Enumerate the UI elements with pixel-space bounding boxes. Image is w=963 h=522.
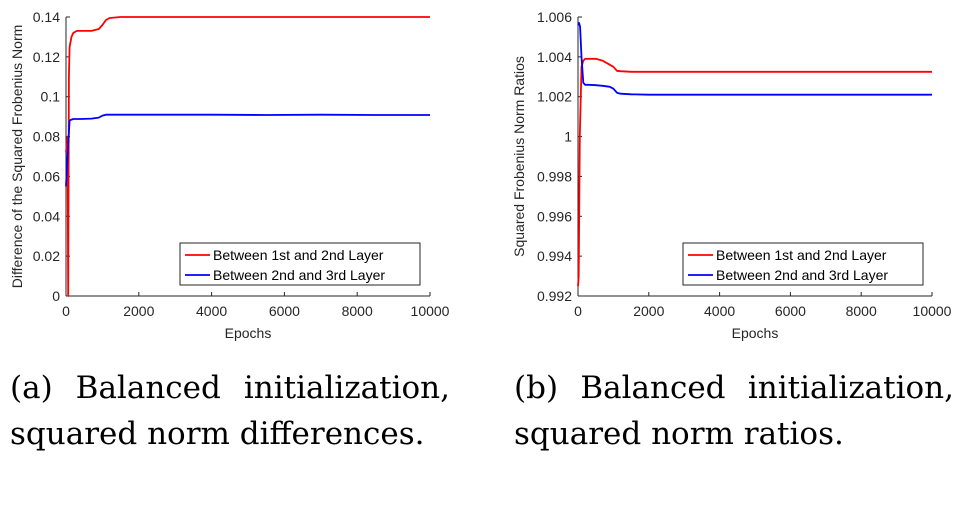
x-tick-label: 0 xyxy=(62,303,70,319)
legend-label-1: Between 1st and 2nd Layer xyxy=(213,247,384,263)
y-tick-label: 1.004 xyxy=(537,49,572,65)
legend-label-1: Between 1st and 2nd Layer xyxy=(716,247,887,263)
x-axis-label: Epochs xyxy=(225,325,272,341)
x-tick-label: 8000 xyxy=(846,303,877,319)
x-axis-label: Epochs xyxy=(732,325,779,341)
y-tick-label: 0.14 xyxy=(33,9,60,25)
y-tick-label: 1.006 xyxy=(537,9,572,25)
legend: Between 1st and 2nd Layer Between 2nd and… xyxy=(682,242,924,286)
x-tick-label: 6000 xyxy=(269,303,300,319)
caption-a: (a) Balanced initialization, squared nor… xyxy=(10,370,450,452)
y-tick-label: 0.996 xyxy=(537,208,572,224)
x-tick-label: 4000 xyxy=(196,303,227,319)
x-tick-label: 2000 xyxy=(633,303,664,319)
y-tick-label: 1.002 xyxy=(537,89,572,105)
y-axis-label: Difference of the Squared Frobenius Norm xyxy=(9,25,25,289)
x-tick-label: 2000 xyxy=(123,303,154,319)
y-tick-label: 0 xyxy=(52,288,60,304)
y-tick-label: 0.02 xyxy=(33,248,60,264)
x-tick-label: 10000 xyxy=(913,303,952,319)
y-tick-label: 0.998 xyxy=(537,168,572,184)
y-tick-label: 1 xyxy=(564,129,572,145)
legend-label-2: Between 2nd and 3rd Layer xyxy=(716,267,888,283)
y-tick-label: 0.994 xyxy=(537,248,572,264)
series-line-1 xyxy=(65,16,430,297)
y-tick-label: 0.04 xyxy=(33,208,60,224)
x-tick-label: 10000 xyxy=(411,303,450,319)
x-tick-label: 0 xyxy=(574,303,582,319)
y-tick-label: 0.1 xyxy=(41,89,61,105)
x-tick-label: 4000 xyxy=(704,303,735,319)
series-line-2 xyxy=(65,113,430,187)
legend-label-2: Between 2nd and 3rd Layer xyxy=(213,267,385,283)
x-tick-label: 8000 xyxy=(342,303,373,319)
chart-a: 0 2000 4000 6000 8000 10000 0 0.02 0.04 0.06 0.08 0… xyxy=(9,9,450,341)
x-tick-label: 6000 xyxy=(775,303,806,319)
legend-box xyxy=(179,242,421,286)
y-tick-label: 0.12 xyxy=(33,49,60,65)
caption-b: (b) Balanced initialization, squared nor… xyxy=(514,370,954,452)
legend-box xyxy=(682,242,924,286)
y-tick-label: 0.992 xyxy=(537,288,572,304)
chart-b: 0 2000 4000 6000 8000 10000 0.992 0.994 0.996 0.9… xyxy=(511,9,952,341)
series-line-2 xyxy=(577,22,932,96)
y-axis-label: Squared Frobenius Norm Ratios xyxy=(511,56,527,257)
legend: Between 1st and 2nd Layer Between 2nd and… xyxy=(179,242,421,286)
y-tick-label: 0.06 xyxy=(33,168,60,184)
y-tick-label: 0.08 xyxy=(33,129,60,145)
